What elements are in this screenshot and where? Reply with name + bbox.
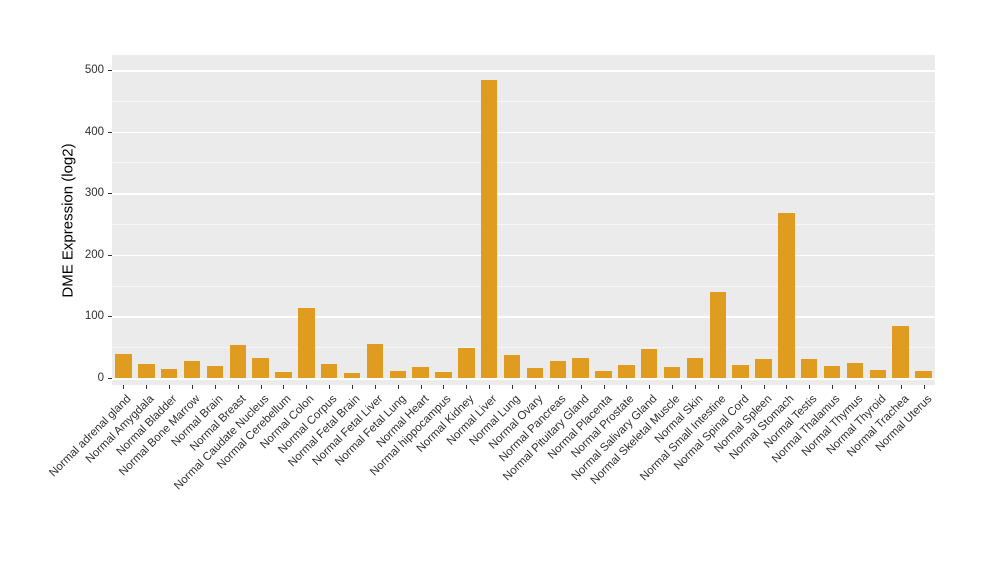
minor-gridline [112, 347, 935, 349]
bar [458, 347, 475, 378]
bar [801, 358, 818, 378]
x-tick-mark [557, 385, 559, 389]
bar [343, 373, 361, 378]
minor-gridline [112, 100, 935, 102]
y-tick-mark [108, 378, 112, 379]
y-tick-mark [108, 254, 112, 256]
x-tick-mark [192, 385, 193, 389]
bar [435, 371, 452, 378]
y-axis-title: DME Expression (log2) [59, 143, 77, 298]
major-gridline [112, 131, 935, 134]
bar [641, 349, 658, 378]
bar [526, 368, 544, 378]
major-gridline [112, 378, 935, 380]
x-tick-mark [283, 385, 285, 389]
bar [503, 355, 521, 378]
x-tick-mark [306, 385, 308, 389]
x-tick-mark [809, 385, 811, 389]
bar [275, 371, 292, 378]
x-tick-mark [603, 385, 605, 389]
x-tick-mark [237, 385, 239, 389]
x-tick-mark [717, 385, 719, 389]
x-tick-mark [352, 385, 354, 389]
x-tick-mark [489, 385, 491, 389]
y-tick-label: 0 [97, 372, 104, 384]
x-tick-mark [260, 385, 262, 389]
x-tick-mark [763, 385, 765, 389]
bar [892, 326, 909, 378]
bar [846, 363, 864, 378]
bar [686, 358, 704, 378]
minor-gridline [112, 285, 935, 287]
bar [778, 212, 795, 378]
bar [618, 365, 635, 378]
bar [206, 366, 224, 378]
bar [389, 371, 406, 378]
bar [572, 358, 589, 378]
x-tick-mark [740, 385, 742, 389]
x-tick-mark [694, 385, 696, 389]
bar [160, 368, 178, 378]
bar [823, 366, 841, 378]
x-tick-mark [580, 385, 582, 389]
minor-gridline [112, 224, 935, 225]
x-tick-mark [466, 385, 468, 389]
bar [732, 365, 749, 378]
bar [229, 344, 246, 378]
plot-panel [112, 55, 935, 385]
bar [412, 366, 429, 378]
minor-gridline [112, 162, 935, 164]
bar [115, 353, 132, 378]
bar [915, 371, 932, 378]
y-tick-label: 500 [84, 64, 104, 76]
x-tick-mark [443, 385, 445, 389]
y-tick-mark [108, 316, 112, 318]
x-tick-mark [900, 385, 902, 389]
x-tick-mark [123, 385, 125, 389]
major-gridline [112, 70, 935, 72]
bar [183, 360, 201, 378]
x-tick-mark [626, 385, 628, 389]
bar [595, 371, 612, 378]
bar [869, 369, 887, 378]
x-tick-mark [877, 385, 879, 389]
x-tick-mark [374, 385, 376, 389]
x-tick-mark [169, 385, 171, 389]
major-gridline [112, 254, 935, 257]
y-tick-mark [108, 131, 112, 133]
bar [663, 366, 681, 378]
bar [138, 363, 155, 378]
x-tick-mark [786, 385, 788, 389]
y-tick-label: 400 [84, 125, 104, 138]
y-tick-mark [108, 70, 112, 71]
bar [549, 360, 566, 378]
y-tick-label: 200 [84, 248, 104, 261]
x-tick-mark [146, 385, 148, 389]
y-tick-label: 300 [84, 187, 104, 200]
bar [755, 358, 772, 378]
x-tick-mark [923, 385, 925, 389]
x-tick-mark [329, 385, 331, 389]
bar [480, 79, 498, 378]
bar [298, 307, 315, 378]
bar [320, 363, 338, 378]
x-tick-mark [420, 385, 422, 389]
x-tick-mark [832, 385, 834, 389]
x-tick-mark [534, 385, 536, 389]
bar [709, 291, 727, 378]
x-tick-mark [649, 385, 651, 389]
bar [252, 358, 269, 378]
x-tick-mark [854, 385, 856, 389]
x-tick-mark [672, 385, 674, 389]
x-tick-mark [397, 385, 399, 389]
major-gridline [112, 193, 935, 195]
bar [366, 344, 384, 378]
y-tick-label: 100 [84, 310, 104, 323]
y-tick-mark [108, 193, 112, 195]
major-gridline [112, 316, 935, 318]
x-tick-mark [214, 385, 216, 389]
x-tick-mark [512, 385, 514, 389]
